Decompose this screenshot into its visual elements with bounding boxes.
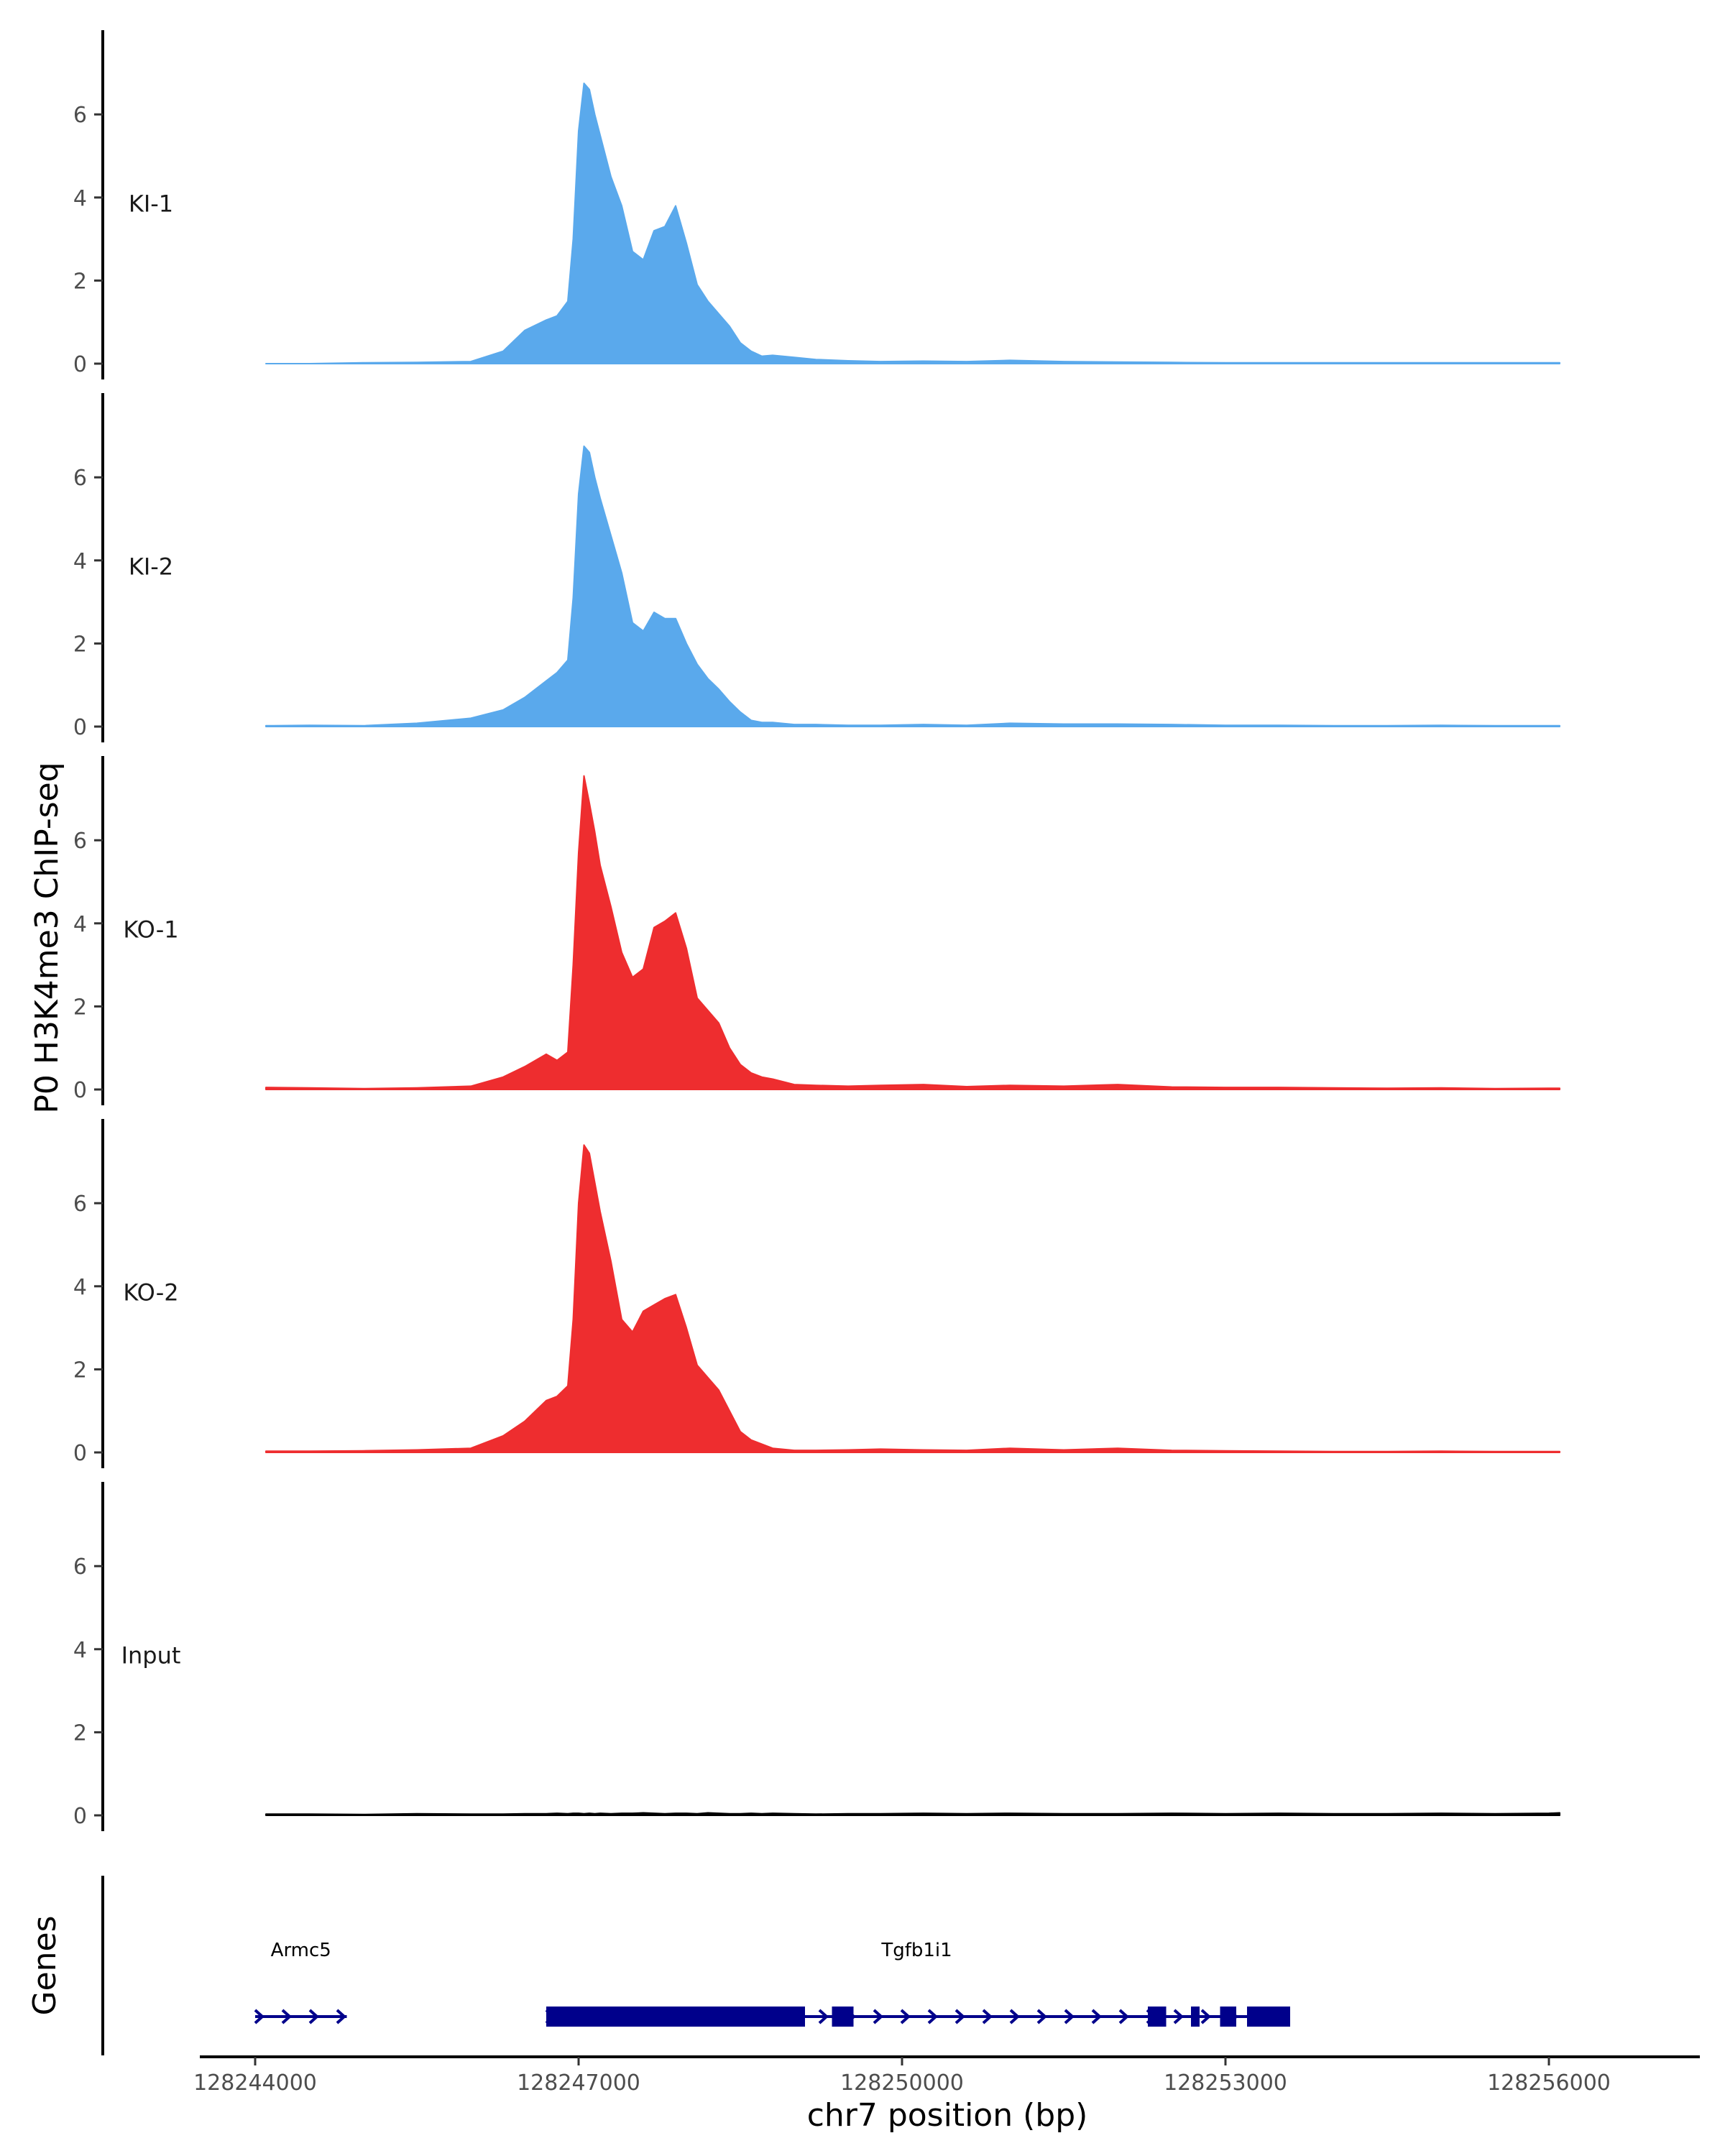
track-label: KI-2 [129, 553, 173, 580]
strand-chevron [254, 2009, 264, 2024]
y-tick-label: 0 [73, 1441, 87, 1466]
x-tick-label: 128250000 [840, 2070, 964, 2096]
genes-track-title: Genes [27, 1915, 63, 2015]
x-axis: 128244000 128247000 128250000 128253000 1282… [193, 2055, 1700, 2096]
gene-exon [546, 2007, 805, 2027]
x-tick-label: 128256000 [1487, 2070, 1611, 2096]
strand-chevron [1036, 2009, 1047, 2024]
y-tick-label: 0 [73, 715, 87, 740]
strand-chevron [954, 2009, 965, 2024]
track-label: KI-1 [129, 190, 173, 217]
track-label: KO-1 [123, 916, 178, 943]
y-tick-label: 2 [73, 1720, 87, 1746]
y-tick-label: 0 [73, 1078, 87, 1103]
track-label: Input [121, 1641, 181, 1669]
y-tick-label: 6 [73, 829, 87, 854]
y-tick-label: 4 [73, 186, 87, 211]
gene-tgfb1i1: Tgfb1i1 [545, 1940, 1290, 2027]
coverage-area [265, 775, 1560, 1090]
track-input: 0 2 4 6 Input [73, 1482, 1560, 1831]
strand-chevron [982, 2009, 993, 2024]
gene-exon [1220, 2007, 1236, 2027]
track-ko-1: 0 2 4 6 KO-1 [73, 756, 1560, 1105]
gene-models: Armc5 Tgfb1i1 [254, 1940, 1290, 2027]
gene-armc5: Armc5 [254, 1940, 347, 2024]
track-ko-2: 0 2 4 6 KO-2 [73, 1119, 1560, 1468]
track-ki-2: 0 2 4 6 KI-2 [73, 393, 1560, 742]
strand-chevron [873, 2009, 883, 2024]
y-tick-label: 0 [73, 352, 87, 377]
y-tick-label: 2 [73, 632, 87, 657]
strand-chevron [900, 2009, 911, 2024]
strand-chevron [1009, 2009, 1020, 2024]
coverage-area [265, 1812, 1560, 1816]
y-tick-label: 6 [73, 466, 87, 491]
strand-chevron [1200, 2009, 1211, 2024]
strand-chevron [281, 2009, 292, 2024]
strand-chevron [927, 2009, 938, 2024]
genes-track: Genes Armc5 Tgfb1i1 [27, 1876, 1290, 2055]
strand-chevron [818, 2009, 829, 2024]
gene-exon [1148, 2007, 1167, 2027]
strand-chevron [1118, 2009, 1129, 2024]
gene-exon [1191, 2007, 1200, 2027]
y-tick-label: 2 [73, 1358, 87, 1383]
y-tick-label: 2 [73, 995, 87, 1020]
y-tick-label: 4 [73, 912, 87, 937]
y-tick-label: 6 [73, 1554, 87, 1580]
gene-label: Armc5 [271, 1940, 331, 1961]
y-tick-label: 0 [73, 1804, 87, 1829]
x-tick-label: 128244000 [193, 2070, 317, 2096]
gene-label: Tgfb1i1 [880, 1940, 952, 1961]
y-tick-label: 2 [73, 269, 87, 294]
y-tick-label: 4 [73, 1638, 87, 1663]
y-axis-title: P0 H3K4me3 ChIP-seq [29, 762, 65, 1113]
gene-exon [832, 2007, 854, 2027]
y-tick-label: 6 [73, 1192, 87, 1217]
strand-chevron [1173, 2009, 1184, 2024]
x-tick-label: 128253000 [1164, 2070, 1287, 2096]
strand-chevron [1091, 2009, 1102, 2024]
y-tick-label: 4 [73, 1275, 87, 1300]
gene-exon [1247, 2007, 1290, 2027]
coverage-area [265, 1144, 1560, 1453]
strand-chevron [1064, 2009, 1075, 2024]
track-ki-1: 0 2 4 6 KI-1 [73, 30, 1560, 379]
y-tick-label: 4 [73, 549, 87, 574]
x-axis-title: chr7 position (bp) [807, 2097, 1088, 2134]
x-tick-label: 128247000 [517, 2070, 640, 2096]
coverage-area [265, 82, 1560, 364]
coverage-area [265, 445, 1560, 727]
y-tick-label: 6 [73, 103, 87, 128]
strand-chevron [336, 2009, 346, 2024]
track-label: KO-2 [123, 1279, 178, 1306]
coverage-tracks: 0 2 4 6 KI-1 0 2 4 6 KI-2 0 2 4 6 KO-1 0 2 4 6 KO-2 0 2 4 6 Inpu… [73, 30, 1560, 1831]
strand-chevron [308, 2009, 319, 2024]
